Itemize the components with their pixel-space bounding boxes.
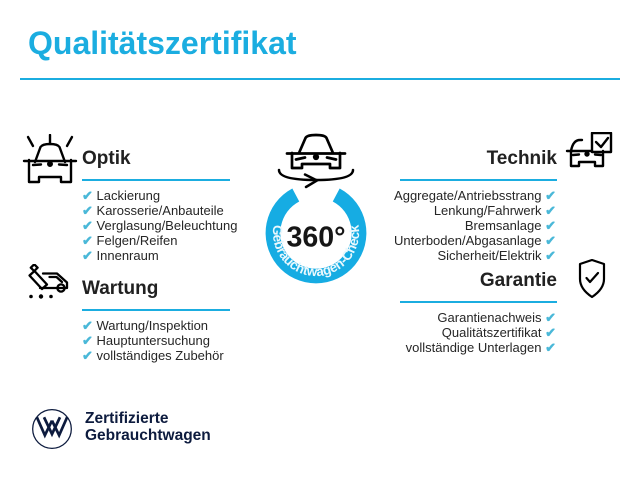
svg-text:360°: 360° (286, 221, 345, 253)
